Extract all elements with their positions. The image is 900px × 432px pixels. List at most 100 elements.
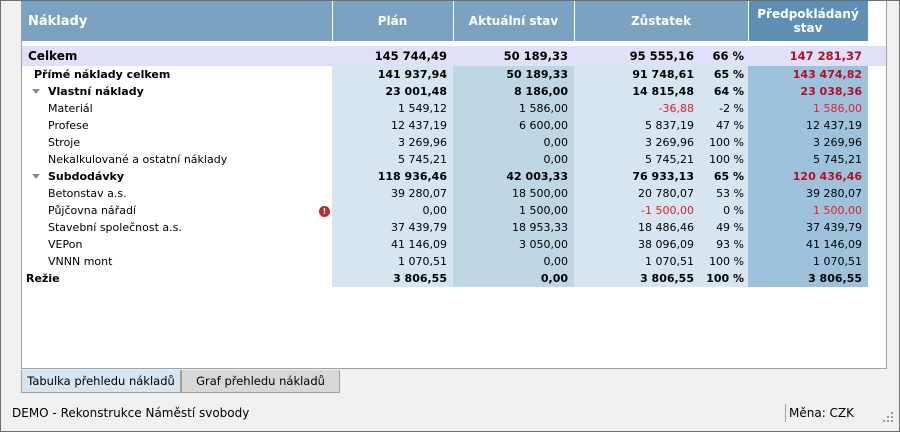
table-row[interactable]: Profese 12 437,19 6 600,00 5 837,19 47 %… (22, 117, 886, 134)
cell-actual: 18 953,33 (453, 219, 574, 236)
row-name: Režie (26, 272, 60, 285)
cell-projected: 12 437,19 (748, 117, 869, 134)
total-row[interactable]: Celkem 145 744,49 50 189,33 95 555,16 66… (22, 46, 886, 66)
table-row[interactable]: Subdodávky 118 936,46 42 003,33 76 933,1… (22, 168, 886, 185)
table-header-row: Náklady Plán Aktuální stav Zůstatek Před… (22, 1, 886, 41)
cell-plan: 39 280,07 (332, 185, 453, 202)
cell-plan: 1 070,51 (332, 253, 453, 270)
table-row[interactable]: VEPon 41 146,09 3 050,00 38 096,09 93 % … (22, 236, 886, 253)
cell-projected: 1 070,51 (748, 253, 869, 270)
cell-remaining: 5 745,21 (574, 151, 696, 168)
table-row[interactable]: Nekalkulované a ostatní náklady 5 745,21… (22, 151, 886, 168)
cell-percent: 0 % (696, 202, 749, 219)
table-row[interactable]: Přímé náklady celkem 141 937,94 50 189,3… (22, 66, 886, 83)
cell-percent: 100 % (696, 253, 749, 270)
tab-cost-graph[interactable]: Graf přehledu nákladů (181, 370, 340, 393)
row-name: Materiál (48, 102, 93, 115)
row-name: VNNN mont (48, 255, 113, 268)
cell-actual: 0,00 (453, 270, 574, 287)
status-bar: DEMO - Rekonstrukce Náměstí svobody Měna… (1, 401, 899, 425)
row-name: Stroje (48, 136, 81, 149)
cell-percent: 66 % (696, 46, 749, 66)
cell-percent: -2 % (696, 100, 749, 117)
cell-actual: 6 600,00 (453, 117, 574, 134)
currency-indicator: Měna: CZK (789, 406, 855, 420)
cell-percent: 100 % (696, 270, 749, 287)
table-row[interactable]: Stroje 3 269,96 0,00 3 269,96 100 % 3 26… (22, 134, 886, 151)
table-row[interactable]: VNNN mont 1 070,51 0,00 1 070,51 100 % 1… (22, 253, 886, 270)
cell-plan: 12 437,19 (332, 117, 453, 134)
table-row[interactable]: Betonstav a.s. 39 280,07 18 500,00 20 78… (22, 185, 886, 202)
cell-actual: 50 189,33 (453, 66, 574, 83)
resize-grip-icon[interactable] (881, 410, 893, 422)
status-separator (785, 404, 786, 422)
cell-projected: 37 439,79 (748, 219, 869, 236)
cell-remaining: 76 933,13 (574, 168, 696, 185)
cost-overview-panel: Náklady Plán Aktuální stav Zůstatek Před… (21, 1, 887, 369)
row-name: Nekalkulované a ostatní náklady (48, 153, 228, 166)
table-row[interactable]: Režie 3 806,55 0,00 3 806,55 100 % 3 806… (22, 270, 886, 287)
cell-percent: 65 % (696, 66, 749, 83)
cell-projected: 23 038,36 (748, 83, 869, 100)
table-row[interactable]: Materiál 1 549,12 1 586,00 -36,88 -2 % 1… (22, 100, 886, 117)
warning-icon[interactable]: ! (319, 206, 330, 217)
triangle-down-icon[interactable] (32, 174, 40, 179)
table-row[interactable]: Vlastní náklady 23 001,48 8 186,00 14 81… (22, 83, 886, 100)
cell-percent: 100 % (696, 151, 749, 168)
cell-plan: 37 439,79 (332, 219, 453, 236)
cell-projected: 1 586,00 (748, 100, 869, 117)
column-header-actual[interactable]: Aktuální stav (453, 1, 575, 41)
cell-actual: 0,00 (453, 151, 574, 168)
cell-projected: 3 806,55 (748, 270, 869, 287)
cell-remaining: 18 486,46 (574, 219, 696, 236)
cell-projected: 1 500,00 (748, 202, 869, 219)
column-header-plan[interactable]: Plán (332, 1, 454, 41)
column-header-remaining[interactable]: Zůstatek (574, 1, 749, 41)
table-row[interactable]: Stavební společnost a.s. 37 439,79 18 95… (22, 219, 886, 236)
cell-actual: 1 586,00 (453, 100, 574, 117)
cell-remaining: -1 500,00 (574, 202, 696, 219)
cell-percent: 47 % (696, 117, 749, 134)
row-name: VEPon (48, 238, 83, 251)
cell-actual: 0,00 (453, 134, 574, 151)
cell-plan: 3 806,55 (332, 270, 453, 287)
row-name: Vlastní náklady (48, 85, 144, 98)
cell-actual: 0,00 (453, 253, 574, 270)
cell-remaining: 5 837,19 (574, 117, 696, 134)
row-name: Přímé náklady celkem (34, 68, 171, 81)
row-name: Půjčovna nářadí (48, 204, 136, 217)
cell-plan: 0,00 (332, 202, 453, 219)
cell-plan: 141 937,94 (332, 66, 453, 83)
table-row[interactable]: ! Půjčovna nářadí 0,00 1 500,00 -1 500,00… (22, 202, 886, 219)
cell-actual: 18 500,00 (453, 185, 574, 202)
cell-remaining: 14 815,48 (574, 83, 696, 100)
cell-projected: 5 745,21 (748, 151, 869, 168)
cell-projected: 3 269,96 (748, 134, 869, 151)
cell-percent: 64 % (696, 83, 749, 100)
row-name: Profese (48, 119, 89, 132)
cell-projected: 120 436,46 (748, 168, 869, 185)
tab-cost-table[interactable]: Tabulka přehledu nákladů (21, 370, 181, 393)
cost-table: Náklady Plán Aktuální stav Zůstatek Před… (22, 1, 886, 287)
cell-plan: 1 549,12 (332, 100, 453, 117)
cell-projected: 39 280,07 (748, 185, 869, 202)
cell-actual: 1 500,00 (453, 202, 574, 219)
cell-actual: 8 186,00 (453, 83, 574, 100)
cell-plan: 145 744,49 (332, 46, 453, 66)
cell-remaining: 91 748,61 (574, 66, 696, 83)
column-header-costs[interactable]: Náklady (22, 1, 333, 41)
cell-projected: 147 281,37 (748, 46, 869, 66)
cell-projected: 41 146,09 (748, 236, 869, 253)
cell-remaining: 38 096,09 (574, 236, 696, 253)
row-name: Subdodávky (48, 170, 125, 183)
triangle-down-icon[interactable] (32, 89, 40, 94)
row-name: Betonstav a.s. (48, 187, 127, 200)
header-filler (868, 1, 886, 41)
column-header-projected[interactable]: Předpokládaný stav (748, 1, 869, 41)
cell-percent: 93 % (696, 236, 749, 253)
cell-percent: 53 % (696, 185, 749, 202)
cell-projected: 143 474,82 (748, 66, 869, 83)
cell-plan: 41 146,09 (332, 236, 453, 253)
cell-remaining: 3 269,96 (574, 134, 696, 151)
